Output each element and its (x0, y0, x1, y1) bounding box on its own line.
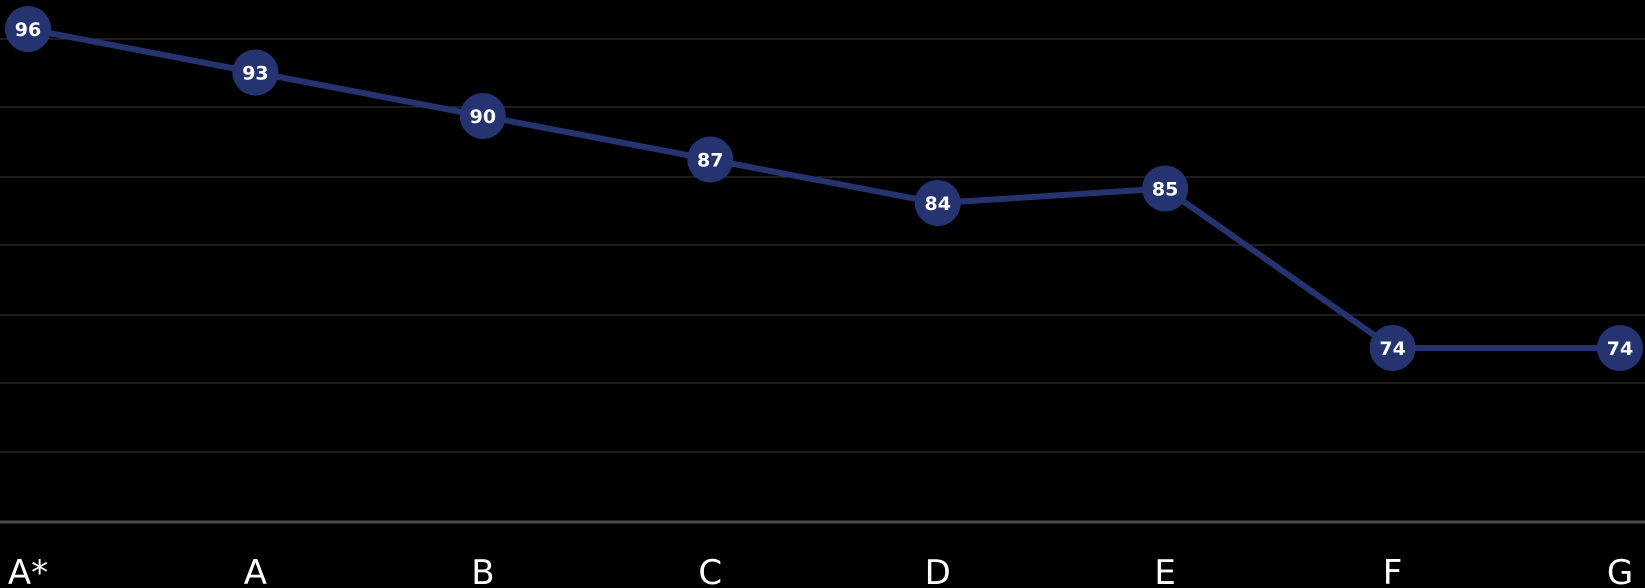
x-tick-label: B (471, 553, 494, 588)
data-label: 85 (1152, 179, 1178, 201)
x-tick-label: F (1383, 553, 1403, 588)
data-point-marker (459, 93, 506, 139)
data-point-marker (5, 6, 51, 52)
series-line (25, 26, 1623, 351)
gridlines (0, 38, 1645, 453)
data-label: 84 (924, 193, 950, 215)
data-label: 90 (470, 106, 496, 128)
x-tick-labels: A* A B C D E F G (8, 553, 1633, 588)
data-label: 74 (1607, 338, 1633, 360)
data-label: 93 (242, 63, 268, 85)
x-tick-label: A* (8, 553, 48, 588)
data-point-marker (1369, 325, 1416, 371)
data-point-marker (914, 180, 961, 226)
x-tick-label: G (1607, 553, 1633, 588)
series-layer: 96 93 90 87 84 85 74 74 (5, 6, 1643, 371)
data-point-marker (1142, 165, 1189, 212)
data-point-marker (687, 136, 734, 183)
data-label: 96 (15, 19, 41, 41)
x-tick-label: D (925, 553, 951, 588)
data-label: 74 (1379, 338, 1405, 360)
x-tick-label: C (698, 553, 722, 588)
data-point-marker (232, 49, 279, 96)
data-point-marker (1597, 325, 1643, 371)
data-label: 87 (697, 150, 723, 172)
x-tick-label: A (244, 553, 267, 588)
x-tick-label: E (1154, 553, 1175, 588)
